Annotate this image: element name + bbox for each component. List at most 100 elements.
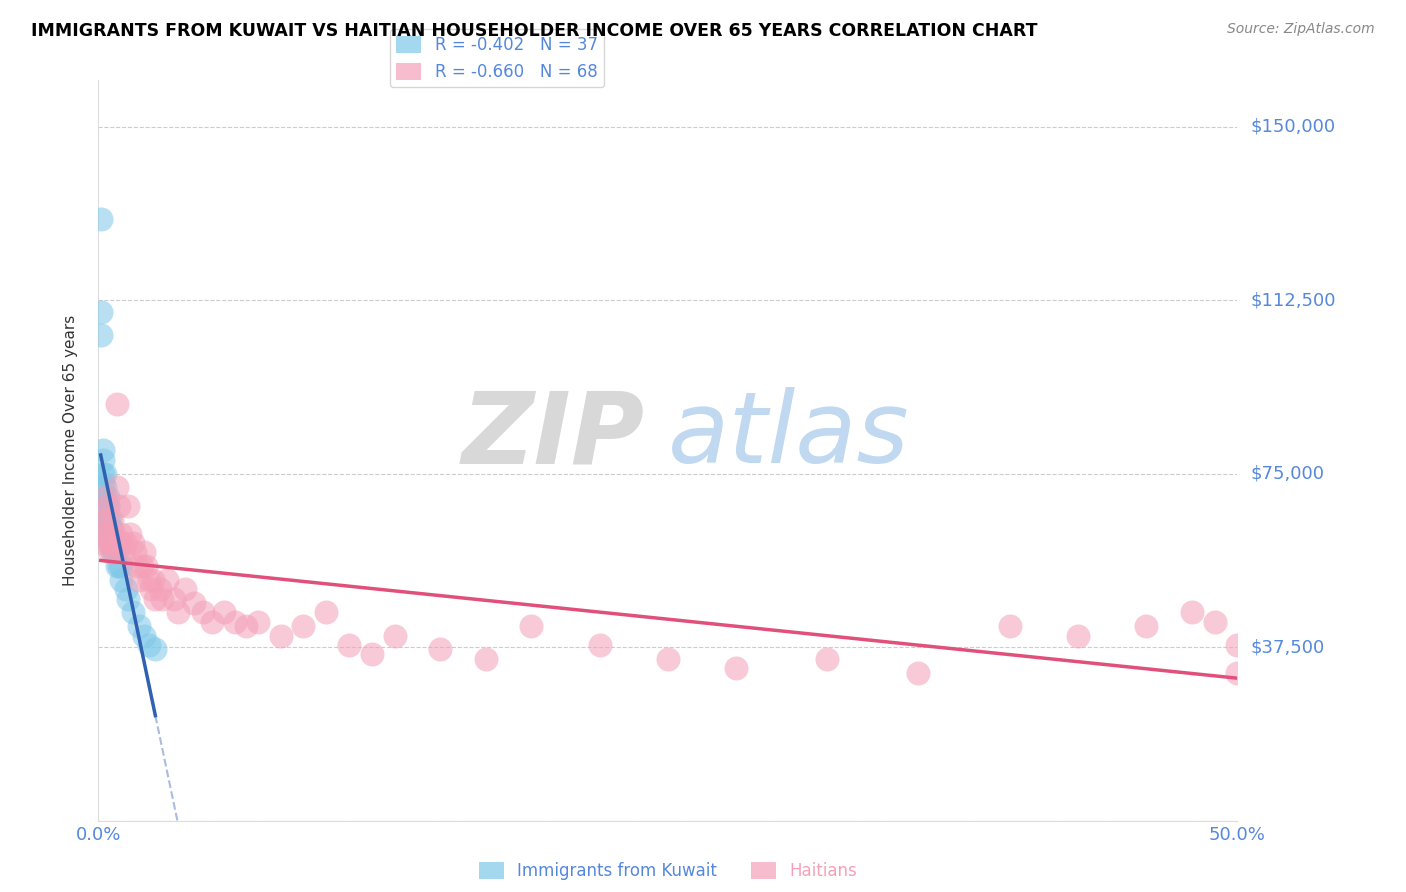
Point	[167, 606, 190, 620]
Point	[98, 526, 121, 541]
Point	[193, 606, 215, 620]
Point	[815, 651, 838, 665]
Text: Source: ZipAtlas.com: Source: ZipAtlas.com	[1227, 22, 1375, 37]
Point	[131, 559, 153, 574]
Point	[94, 513, 117, 527]
Point	[120, 526, 142, 541]
Point	[101, 545, 124, 559]
Point	[315, 606, 337, 620]
Point	[128, 573, 150, 587]
Point	[105, 480, 128, 494]
Point	[270, 628, 292, 642]
Point	[96, 499, 118, 513]
Point	[91, 475, 114, 490]
Point	[98, 526, 121, 541]
Point	[103, 526, 125, 541]
Point	[91, 443, 114, 458]
Point	[91, 536, 114, 550]
Point	[132, 545, 155, 559]
Point	[96, 536, 118, 550]
Point	[132, 628, 155, 642]
Point	[1181, 606, 1204, 620]
Point	[105, 545, 128, 559]
Point	[1226, 665, 1249, 680]
Point	[135, 559, 157, 574]
Point	[101, 522, 124, 536]
Text: $75,000: $75,000	[1251, 465, 1324, 483]
Point	[94, 480, 117, 494]
Point	[94, 467, 117, 481]
Point	[588, 638, 610, 652]
Point	[96, 522, 118, 536]
Text: ZIP: ZIP	[463, 387, 645, 484]
Text: atlas: atlas	[668, 387, 910, 484]
Point	[183, 596, 205, 610]
Text: $150,000: $150,000	[1251, 118, 1336, 136]
Point	[337, 638, 360, 652]
Point	[429, 642, 451, 657]
Point	[103, 545, 125, 559]
Point	[201, 615, 224, 629]
Point	[142, 573, 165, 587]
Point	[138, 638, 160, 652]
Text: IMMIGRANTS FROM KUWAIT VS HAITIAN HOUSEHOLDER INCOME OVER 65 YEARS CORRELATION C: IMMIGRANTS FROM KUWAIT VS HAITIAN HOUSEH…	[31, 22, 1038, 40]
Point	[139, 582, 162, 597]
Point	[112, 545, 135, 559]
Point	[91, 513, 114, 527]
Point	[101, 536, 124, 550]
Point	[91, 490, 114, 504]
Point	[90, 212, 112, 227]
Point	[121, 606, 143, 620]
Point	[110, 526, 132, 541]
Point	[105, 559, 128, 574]
Point	[94, 513, 117, 527]
Point	[128, 619, 150, 633]
Point	[90, 526, 112, 541]
Point	[246, 615, 269, 629]
Point	[360, 647, 382, 661]
Point	[94, 490, 117, 504]
Point	[1204, 615, 1226, 629]
Point	[108, 536, 131, 550]
Point	[127, 559, 149, 574]
Point	[124, 545, 146, 559]
Point	[114, 582, 136, 597]
Point	[96, 490, 118, 504]
Point	[145, 642, 167, 657]
Point	[110, 573, 132, 587]
Point	[292, 619, 315, 633]
Point	[907, 665, 929, 680]
Point	[149, 582, 172, 597]
Point	[98, 536, 121, 550]
Point	[91, 452, 114, 467]
Point	[998, 619, 1021, 633]
Point	[156, 573, 179, 587]
Point	[121, 536, 143, 550]
Point	[103, 545, 125, 559]
Point	[520, 619, 543, 633]
Point	[90, 327, 112, 342]
Point	[725, 661, 748, 675]
Point	[384, 628, 406, 642]
Text: $37,500: $37,500	[1251, 638, 1326, 657]
Point	[1067, 628, 1090, 642]
Point	[110, 559, 132, 574]
Point	[145, 591, 167, 606]
Point	[117, 591, 139, 606]
Point	[162, 591, 184, 606]
Point	[224, 615, 246, 629]
Point	[110, 536, 132, 550]
Point	[101, 536, 124, 550]
Y-axis label: Householder Income Over 65 years: Householder Income Over 65 years	[63, 315, 77, 586]
Point	[114, 536, 136, 550]
Point	[174, 582, 197, 597]
Point	[1226, 638, 1249, 652]
Text: $112,500: $112,500	[1251, 291, 1337, 309]
Point	[101, 513, 124, 527]
Point	[94, 490, 117, 504]
Point	[91, 467, 114, 481]
Point	[657, 651, 679, 665]
Point	[90, 304, 112, 318]
Point	[1135, 619, 1157, 633]
Point	[98, 545, 121, 559]
